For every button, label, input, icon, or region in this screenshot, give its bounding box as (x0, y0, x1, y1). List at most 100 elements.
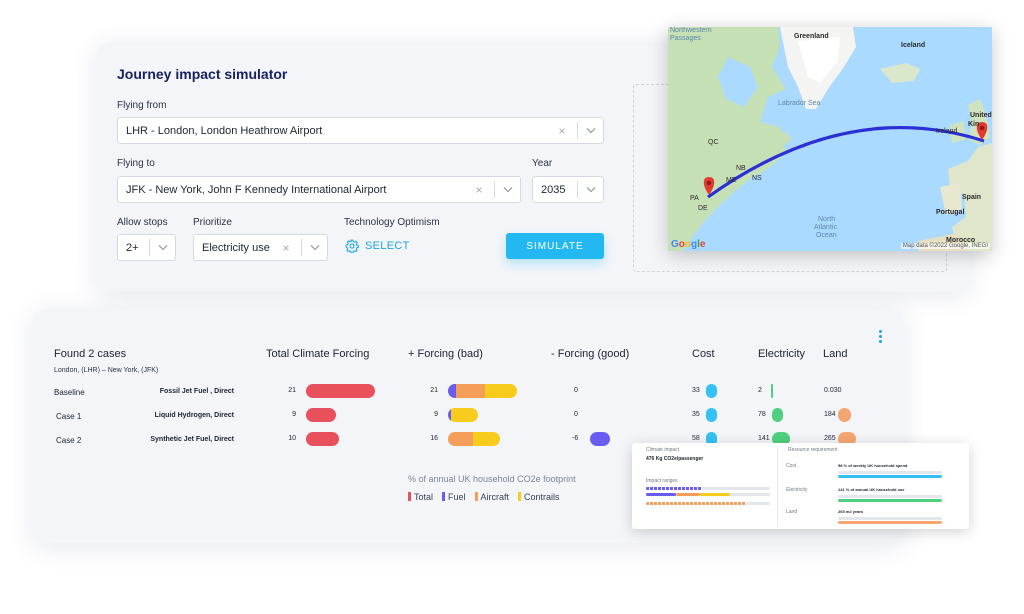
map-label-iceland: Iceland (901, 42, 926, 49)
route-label: London, (LHR) – New York, (JFK) (54, 367, 159, 374)
electricity-bar (772, 408, 783, 422)
legend-swatch (518, 492, 522, 501)
cost-value: 58 (692, 435, 700, 442)
chevron-down-icon[interactable] (308, 244, 322, 251)
gear-icon (345, 239, 359, 253)
select-separator (577, 181, 578, 198)
clear-icon[interactable]: × (558, 123, 566, 138)
route-map[interactable]: Northwestern Passages Greenland Iceland … (668, 27, 992, 251)
legend-title: % of annual UK household CO2e footprint (408, 474, 576, 484)
google-logo: Google (671, 239, 706, 250)
legend-label: Contrails (524, 492, 560, 502)
land-bar (838, 432, 856, 446)
found-cases-label: Found 2 cases (54, 348, 127, 360)
map-label-greenland: Greenland (794, 33, 829, 40)
cost-bar (706, 408, 717, 422)
map-label-qc: QC (708, 139, 719, 146)
cost-bar (706, 384, 717, 398)
total-forcing-value: 21 (288, 387, 296, 394)
more-options-icon[interactable] (879, 330, 883, 343)
land-bar (838, 408, 851, 422)
map-label-ns: NS (752, 175, 762, 182)
chevron-down-icon[interactable] (156, 244, 170, 251)
legend-label: Aircraft (480, 492, 510, 502)
resource-cost-track (838, 471, 942, 474)
plus-fuel-segment (448, 408, 451, 422)
resource-cost-value: 58 % of weekly UK household spend (838, 463, 908, 468)
resource-electricity-track (838, 495, 942, 498)
resource-cost-bar (838, 475, 942, 478)
map-label-spain: Spain (962, 194, 982, 201)
flying-from-label: Flying from (117, 100, 167, 111)
chevron-down-icon[interactable] (501, 186, 515, 193)
select-separator (494, 181, 495, 198)
lhr-pin-icon[interactable] (976, 122, 988, 140)
flying-to-label: Flying to (117, 158, 155, 169)
flying-from-select[interactable]: LHR - London, London Heathrow Airport × (117, 117, 604, 144)
map-label-de: DE (698, 205, 708, 212)
select-separator (149, 239, 150, 256)
header-cost: Cost (692, 348, 715, 360)
chart-legend: Total Fuel Aircraft Contrails (408, 492, 560, 502)
allow-stops-label: Allow stops (117, 217, 168, 228)
impact-range-fuel-bar (646, 487, 702, 490)
legend-swatch (442, 492, 446, 501)
select-button[interactable]: SELECT (345, 239, 410, 253)
map-label-united: United (970, 112, 992, 119)
plus-forcing-bar (448, 432, 500, 446)
plus-forcing-value: 9 (434, 411, 438, 418)
plus-forcing-bar (448, 408, 478, 422)
electricity-value: 2 (758, 387, 762, 394)
map-canvas (668, 27, 992, 251)
year-select[interactable]: 2035 (532, 176, 604, 203)
case-fuel: Liquid Hydrogen, Direct (154, 412, 234, 419)
clear-icon[interactable]: × (282, 240, 290, 255)
allow-stops-value: 2+ (126, 241, 139, 254)
resource-electricity-bar (838, 499, 942, 502)
map-label-morocco: Morocco (946, 237, 976, 244)
map-label-atlantic: Atlantic (814, 224, 837, 231)
case-name: Case 2 (56, 436, 82, 445)
total-forcing-bar (306, 408, 336, 422)
allow-stops-select[interactable]: 2+ (117, 234, 176, 261)
chevron-down-icon[interactable] (584, 186, 598, 193)
minus-forcing-value: -6 (572, 435, 579, 442)
total-forcing-bar (306, 432, 339, 446)
simulate-button[interactable]: SIMULATE (506, 233, 604, 259)
map-label-pa: PA (690, 195, 699, 202)
land-value: 265 (824, 435, 836, 442)
legend-item: Contrails (518, 492, 560, 502)
chevron-down-icon[interactable] (584, 127, 598, 134)
prioritize-label: Prioritize (193, 217, 232, 228)
land-value: 184 (824, 411, 836, 418)
plus-forcing-value: 21 (430, 387, 438, 394)
plus-contrails-segment (485, 384, 517, 398)
minus-forcing-bar (590, 432, 610, 446)
legend-swatch (408, 492, 411, 501)
map-label-north: North (818, 216, 836, 223)
minus-forcing-value: 0 (574, 387, 578, 394)
total-forcing-value: 9 (292, 411, 296, 418)
climate-impact-label: Climate impact (646, 447, 680, 453)
resource-land-bar (838, 521, 942, 524)
header-electricity: Electricity (758, 348, 806, 360)
case-detail-popup[interactable]: Climate impact 476 Kg CO2e/passenger Imp… (632, 443, 969, 529)
electricity-value: 78 (758, 411, 766, 418)
tech-optimism-label: Technology Optimism (344, 217, 440, 228)
map-label-ocean: Ocean (816, 232, 837, 239)
select-separator (301, 239, 302, 256)
map-label-kingdom: Kin (968, 121, 980, 128)
map-label-ireland: Ireland (936, 128, 958, 135)
cost-value: 33 (692, 387, 700, 394)
map-credit: Map data ©2022 Google, INEGI (900, 243, 990, 249)
electricity-bar (771, 384, 773, 398)
clear-icon[interactable]: × (475, 182, 483, 197)
plus-forcing-bar (448, 384, 517, 398)
case-fuel: Synthetic Jet Fuel, Direct (150, 436, 234, 443)
jfk-pin-icon[interactable] (703, 177, 715, 195)
prioritize-select[interactable]: Electricity use × (193, 234, 328, 261)
impact-range-fuel-bar (646, 493, 676, 496)
flying-to-select[interactable]: JFK - New York, John F Kennedy Internati… (117, 176, 521, 203)
resource-label: Resource requirement (788, 447, 838, 453)
land-value: 0.030 (824, 387, 842, 394)
